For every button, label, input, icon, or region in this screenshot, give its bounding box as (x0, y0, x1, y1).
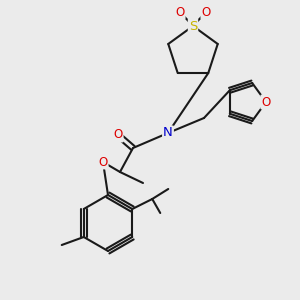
Text: O: O (98, 155, 108, 169)
Text: N: N (163, 127, 173, 140)
Text: S: S (189, 20, 197, 32)
Text: O: O (113, 128, 123, 142)
Text: O: O (201, 5, 211, 19)
Text: O: O (261, 95, 271, 109)
Text: O: O (176, 5, 184, 19)
